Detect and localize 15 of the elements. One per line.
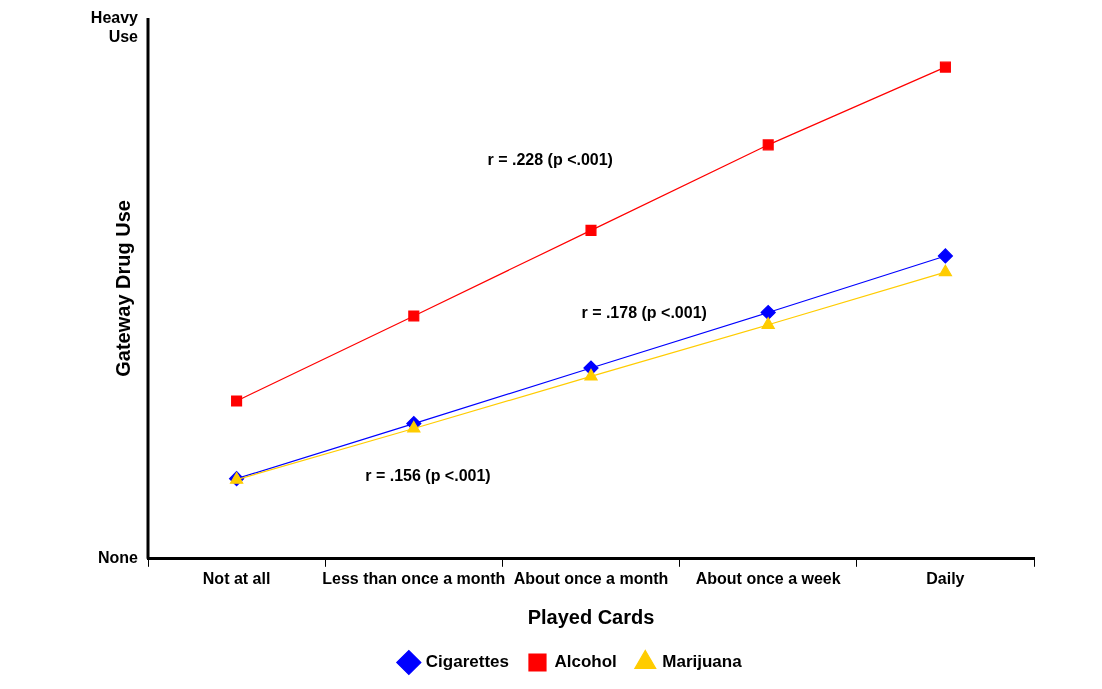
text: Heavy Use — [90, 8, 139, 45]
x-tick-label: About once a month — [513, 569, 669, 587]
legend-label: Cigarettes — [425, 652, 509, 672]
annotation: r = .156 (p <.001) — [365, 467, 491, 485]
x-tick-label: About once a week — [695, 569, 841, 587]
x-tick-label: Less than once a month — [322, 569, 506, 587]
x-tick-label: Not at all — [202, 569, 271, 587]
legend-label: Marijuana — [662, 652, 743, 672]
annotation: r = .178 (p <.001) — [581, 303, 707, 321]
annotation: r = .228 (p <.001) — [487, 150, 613, 168]
legend-label: Alcohol — [554, 652, 617, 672]
x-axis-title: Played Cards — [527, 605, 655, 628]
text: None — [98, 549, 139, 567]
x-tick-label: Daily — [926, 569, 965, 587]
y-axis-title: Gateway Drug Use — [111, 200, 134, 377]
